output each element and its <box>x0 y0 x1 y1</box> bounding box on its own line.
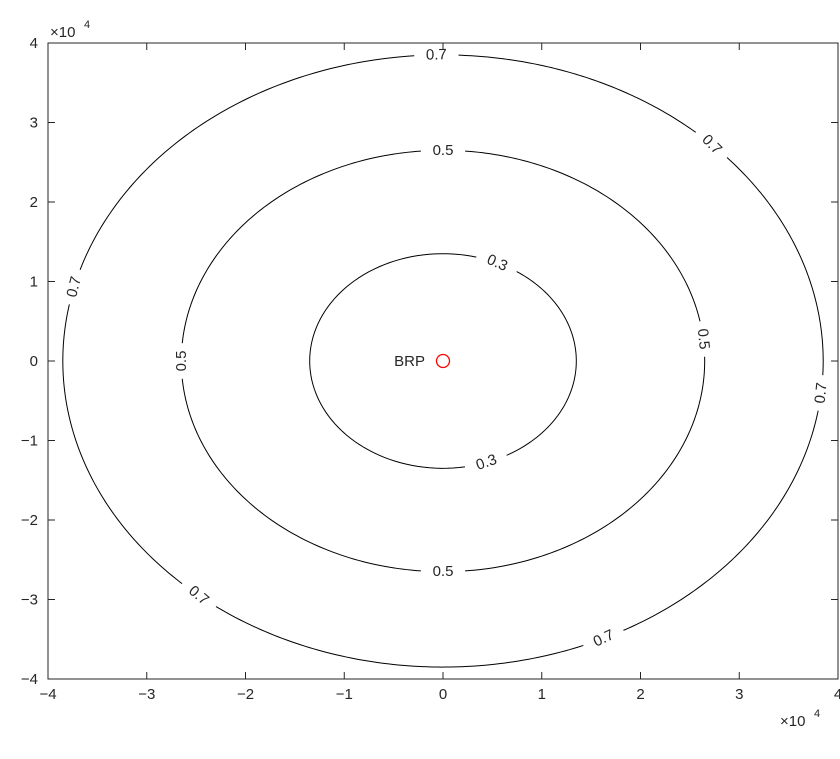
y-tick-label: 3 <box>30 115 38 132</box>
contour-label: 0.5 <box>433 142 454 159</box>
contour-label: 0.7 <box>426 46 447 63</box>
y-tick-label: 0 <box>30 353 38 370</box>
y-tick-label: 1 <box>30 274 38 291</box>
contour-line-0.7 <box>79 55 415 270</box>
contour-label: 0.7 <box>698 131 725 158</box>
contour-line-0.3 <box>506 271 577 456</box>
contour-label: 0.5 <box>433 563 454 580</box>
y-axis-multiplier: ×10 4 <box>50 19 90 41</box>
contour-label: 0.3 <box>474 451 499 474</box>
contour-label: 0.7 <box>812 382 831 405</box>
y-multiplier-base: ×10 <box>50 24 75 41</box>
x-tick-label: 3 <box>735 686 743 703</box>
y-tick-label: −3 <box>21 592 38 609</box>
contour-label: 0.7 <box>185 582 212 608</box>
brp-marker <box>435 353 451 369</box>
y-multiplier-power: 4 <box>84 19 90 31</box>
contour-label: 0.7 <box>63 275 85 299</box>
x-tick-label: −4 <box>39 686 56 703</box>
plot-area-frame <box>47 42 839 680</box>
x-multiplier-power: 4 <box>814 708 820 720</box>
x-tick-label: −1 <box>336 686 353 703</box>
contour-label: 0.3 <box>484 251 510 275</box>
x-tick-label: 4 <box>834 686 840 703</box>
x-tick-label: 1 <box>538 686 546 703</box>
contour-line-0.5 <box>181 378 421 572</box>
y-tick-label: −4 <box>21 671 38 688</box>
y-tick-label: −1 <box>21 433 38 450</box>
contour-label: 0.5 <box>173 351 190 372</box>
contour-line-0.7 <box>623 410 819 631</box>
contour-line-0.5 <box>181 150 421 344</box>
y-tick-label: 4 <box>30 35 38 52</box>
y-tick-label: −2 <box>21 512 38 529</box>
contour-line-0.7 <box>726 157 824 376</box>
contour-line-0.7 <box>458 54 697 133</box>
contour-lines: 0.3 0.3 0.5 0.5 0.5 0.5 0.7 0.7 0.7 0.7 0.7 0.7 <box>62 46 831 668</box>
x-tick-label: 0 <box>439 686 447 703</box>
x-tick-label: −3 <box>138 686 155 703</box>
x-multiplier-base: ×10 <box>780 713 805 730</box>
y-tick-label: 2 <box>30 194 38 211</box>
contour-label: 0.7 <box>591 626 617 650</box>
contour-line-0.5 <box>465 356 706 572</box>
brp-label: BRP <box>394 353 425 370</box>
axis-ticks: −4 −3 −2 −1 0 1 2 3 4 −4 −3 −2 −1 0 1 2 3 4 <box>21 35 840 703</box>
contour-line-0.7 <box>62 304 183 585</box>
contour-line-0.3 <box>309 253 477 469</box>
contour-label: 0.5 <box>694 328 713 351</box>
contour-line-0.7 <box>215 606 584 668</box>
contour-line-0.5 <box>465 150 701 322</box>
marker-layer: BRP <box>394 353 451 370</box>
x-tick-label: 2 <box>636 686 644 703</box>
x-tick-label: −2 <box>237 686 254 703</box>
x-axis-multiplier: ×10 4 <box>780 708 820 730</box>
